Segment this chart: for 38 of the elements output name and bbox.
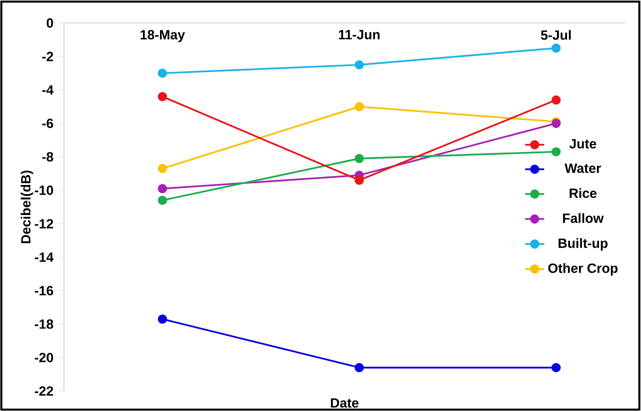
y-axis-title: Decibel(dB) [20,170,34,244]
point [158,184,168,194]
x-tick-label: 18-May [140,30,185,42]
point [158,68,168,78]
legend-label: Jute [569,139,596,148]
x-axis-title: Date [330,398,358,408]
x-tick-label: 11-Jun [338,30,380,40]
y-tick-label: -20 [34,352,54,362]
x-tick-label: 5-Jul [540,30,571,40]
point [354,176,364,185]
legend-label: Fallow [563,213,604,223]
point [354,362,364,372]
point [354,60,364,70]
y-tick-label: -22 [34,386,54,396]
y-tick-label: -8 [42,152,54,162]
legend-label: Rice [570,188,597,198]
point [552,43,561,53]
point [354,154,364,164]
point [552,362,561,372]
y-tick-label: -16 [34,286,54,296]
point [158,164,168,174]
legend-label: Other Crop [548,263,618,276]
point [354,102,364,112]
y-tick-label: -6 [42,118,54,128]
y-tick-label: -18 [34,319,54,329]
point [158,314,168,324]
y-tick-label: -12 [34,219,54,228]
point [552,147,561,156]
y-tick-label: -14 [34,252,54,262]
legend-label: Water [564,164,601,173]
y-tick-label: 0 [46,18,54,28]
y-tick-label: -2 [42,52,54,62]
point [158,196,168,205]
y-tick-label: -10 [34,186,54,195]
y-tick-label: -4 [42,85,54,94]
point [158,92,168,102]
legend-label: Built-up [558,238,608,251]
point [552,95,561,105]
